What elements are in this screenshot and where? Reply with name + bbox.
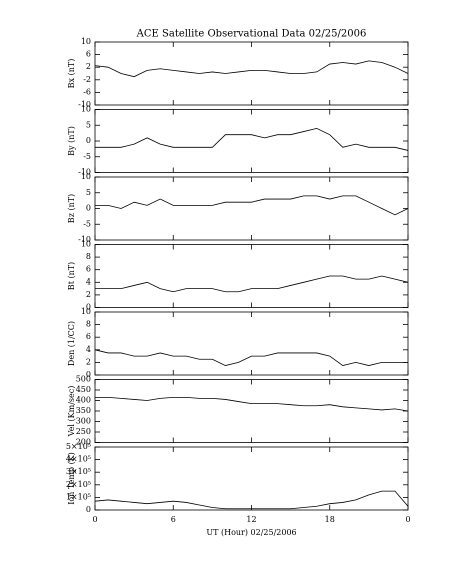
data-line bbox=[94, 60, 409, 78]
y-tick-label: 10 bbox=[81, 307, 91, 316]
data-line bbox=[95, 396, 409, 412]
y-tick-label: 250 bbox=[76, 427, 91, 436]
y-tick-label: 5 bbox=[86, 120, 91, 129]
plot-frame bbox=[94, 109, 409, 173]
y-tick-label: 4 bbox=[86, 277, 91, 286]
y-tick-label: 3×10⁵ bbox=[66, 467, 91, 476]
y-tick-label: -10 bbox=[78, 235, 91, 244]
plot-frame bbox=[94, 176, 409, 241]
x-tick-label: 0 bbox=[405, 515, 410, 524]
x-axis-label: UT (Hour) 02/25/2006 bbox=[206, 528, 296, 537]
y-tick-label: -10 bbox=[78, 100, 91, 109]
y-tick-label: 0 bbox=[86, 505, 91, 514]
y-tick-label: 5 bbox=[86, 188, 91, 197]
y-tick-label: 10 bbox=[81, 105, 91, 114]
y-axis-label: Ion Temp (K) bbox=[67, 452, 76, 505]
y-axis-label: By (nT) bbox=[67, 126, 76, 156]
y-tick-label: 2×10⁵ bbox=[66, 480, 91, 489]
plot-frame bbox=[94, 41, 409, 106]
x-tick-label: 0 bbox=[92, 515, 97, 524]
y-axis-label: Bx (nT) bbox=[67, 59, 76, 89]
y-tick-label: 10 bbox=[81, 37, 91, 46]
y-tick-label: 0 bbox=[86, 204, 91, 213]
y-tick-label: 10 bbox=[81, 172, 91, 181]
y-tick-label: 0 bbox=[86, 136, 91, 145]
y-axis-label: Bz (nT) bbox=[67, 194, 76, 223]
y-tick-label: 500 bbox=[76, 375, 91, 384]
y-tick-label: 6 bbox=[86, 332, 91, 341]
data-line bbox=[94, 349, 408, 366]
y-tick-label: 200 bbox=[76, 438, 91, 447]
y-tick-label: 400 bbox=[76, 396, 91, 405]
data-line bbox=[95, 275, 409, 293]
plot-frame bbox=[94, 244, 409, 308]
y-tick-label: 0 bbox=[86, 303, 91, 312]
y-tick-label: -5 bbox=[83, 219, 91, 228]
y-tick-label: 5×10⁵ bbox=[66, 442, 91, 451]
y-axis-label: Bt (nT) bbox=[67, 262, 76, 290]
data-line bbox=[95, 127, 409, 151]
y-tick-label: 2 bbox=[86, 357, 91, 366]
y-tick-label: -6 bbox=[83, 87, 91, 96]
y-tick-label: 2 bbox=[86, 62, 91, 71]
plot-frame bbox=[94, 446, 409, 511]
y-tick-label: 350 bbox=[76, 406, 91, 415]
y-tick-label: 4 bbox=[86, 345, 91, 354]
y-tick-label: 4×10⁵ bbox=[66, 455, 91, 464]
y-tick-label: -10 bbox=[78, 168, 91, 177]
y-tick-label: 0 bbox=[86, 370, 91, 379]
y-tick-label: 6 bbox=[86, 50, 91, 59]
plot-frame bbox=[94, 311, 409, 376]
x-tick-label: 6 bbox=[171, 515, 176, 524]
plot-frame bbox=[94, 379, 409, 443]
y-tick-label: 300 bbox=[76, 417, 91, 426]
y-tick-label: -5 bbox=[83, 152, 91, 161]
x-tick-label: 12 bbox=[246, 515, 256, 524]
x-tick-label: 18 bbox=[325, 515, 335, 524]
y-tick-label: 8 bbox=[86, 252, 91, 261]
y-tick-label: 450 bbox=[76, 385, 91, 394]
data-line bbox=[94, 490, 409, 510]
y-axis-label: Vel (Km/sec) bbox=[67, 386, 76, 438]
y-tick-label: 2 bbox=[86, 290, 91, 299]
y-tick-label: 6 bbox=[86, 265, 91, 274]
y-tick-label: 1×10⁵ bbox=[66, 492, 91, 501]
y-tick-label: 8 bbox=[86, 320, 91, 329]
y-tick-label: -2 bbox=[83, 75, 91, 84]
data-line bbox=[95, 195, 409, 216]
chart-title: ACE Satellite Observational Data 02/25/2… bbox=[136, 29, 367, 40]
y-axis-label: Den (1/CC) bbox=[67, 321, 76, 366]
y-tick-label: 10 bbox=[81, 240, 91, 249]
